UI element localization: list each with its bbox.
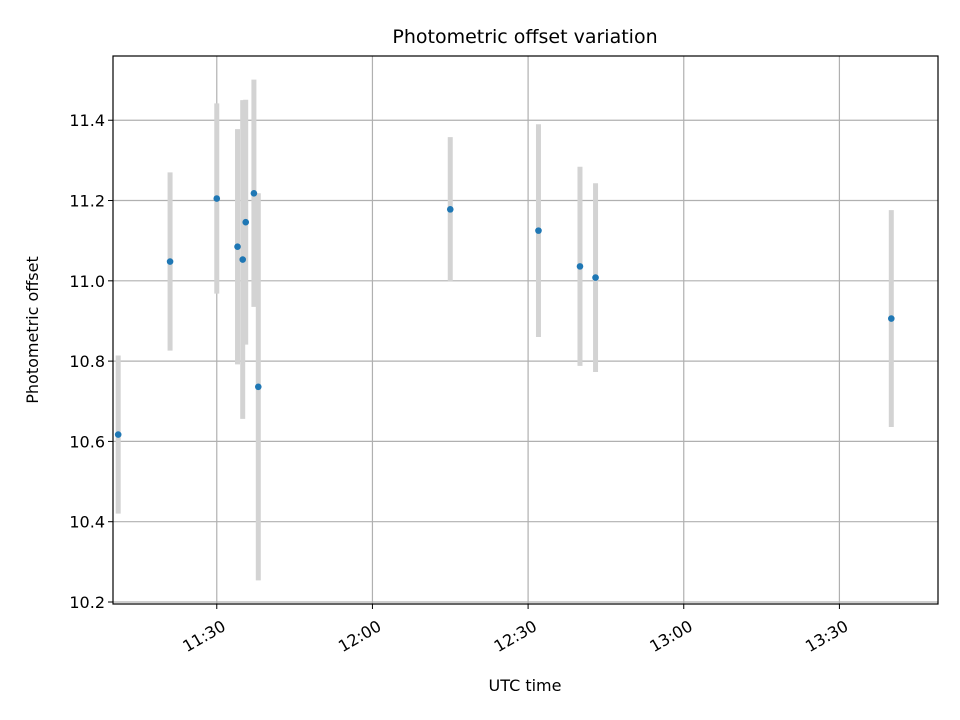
data-point (446, 206, 454, 213)
y-tick-label: 10.4 (69, 513, 105, 532)
y-axis-ticks: 10.2 10.4 10.6 10.8 11.0 11.2 11.4 (69, 111, 113, 612)
y-tick-label: 10.2 (69, 593, 105, 612)
y-tick-label: 11.2 (69, 192, 105, 211)
y-tick-label: 11.4 (69, 111, 105, 130)
data-point (576, 263, 584, 270)
data-point (888, 315, 895, 322)
data-point (114, 431, 122, 438)
data-point (242, 218, 250, 226)
data-point (166, 258, 174, 265)
grid (113, 56, 938, 604)
data-point (234, 243, 241, 250)
y-tick-label: 10.6 (69, 432, 105, 451)
y-axis-label: Photometric offset (23, 256, 42, 404)
data-point (250, 190, 258, 197)
data-points (114, 190, 895, 438)
data-point (254, 383, 262, 391)
x-axis-label: UTC time (489, 676, 562, 695)
y-tick-label: 10.8 (69, 352, 105, 371)
data-point (535, 227, 542, 234)
plot-frame (112, 55, 939, 605)
data-point (239, 256, 247, 263)
chart-title: Photometric offset variation (392, 26, 657, 48)
data-point (213, 195, 221, 202)
y-tick-label: 11.0 (69, 272, 105, 291)
data-point (592, 274, 599, 281)
